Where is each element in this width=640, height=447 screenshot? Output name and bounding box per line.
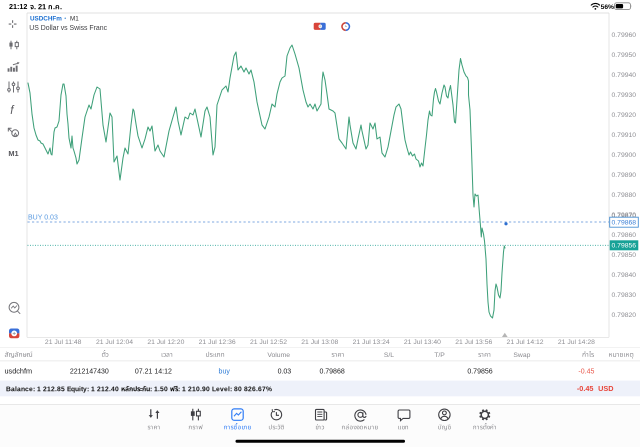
svg-text:0.79850: 0.79850 [612, 252, 637, 259]
svg-text:0.79930: 0.79930 [612, 92, 637, 99]
svg-text:0.03: 0.03 [278, 368, 292, 375]
svg-text:Swap: Swap [513, 352, 530, 359]
svg-text:M1: M1 [8, 149, 18, 158]
svg-text:USDCHFm: USDCHFm [30, 15, 62, 22]
svg-text:0.79960: 0.79960 [612, 32, 637, 39]
svg-text:0.79860: 0.79860 [612, 232, 637, 239]
svg-text:0.79868: 0.79868 [612, 220, 637, 227]
svg-text:BUY 0.03: BUY 0.03 [28, 214, 58, 221]
svg-text:0.79830: 0.79830 [612, 292, 637, 299]
svg-text:0.79890: 0.79890 [612, 172, 637, 179]
svg-text:0.79856: 0.79856 [612, 243, 637, 250]
svg-text:•: • [64, 16, 66, 22]
svg-text:21 Jul 12:04: 21 Jul 12:04 [96, 339, 133, 346]
svg-text:0.79910: 0.79910 [612, 132, 637, 139]
svg-text:buy: buy [219, 368, 231, 375]
svg-text:US Dollar vs Swiss Franc: US Dollar vs Swiss Franc [29, 25, 107, 32]
svg-text:0.79840: 0.79840 [612, 272, 637, 279]
svg-text:0.79940: 0.79940 [612, 72, 637, 79]
svg-text:USD: USD [598, 384, 613, 393]
svg-text:21:12: 21:12 [9, 2, 27, 11]
svg-text:0.79900: 0.79900 [612, 152, 637, 159]
svg-text:usdchfm: usdchfm [5, 366, 33, 375]
svg-text:21 Jul 12:36: 21 Jul 12:36 [199, 339, 236, 346]
svg-text:-0.45: -0.45 [578, 368, 594, 375]
svg-text:0.79920: 0.79920 [612, 112, 637, 119]
svg-text:56%: 56% [601, 4, 614, 11]
svg-text:0.79820: 0.79820 [612, 312, 637, 319]
svg-text:0.79868: 0.79868 [319, 368, 344, 375]
svg-text:0.79880: 0.79880 [612, 192, 637, 199]
svg-text:21 Jul 13:56: 21 Jul 13:56 [455, 339, 492, 346]
svg-text:21 Jul 12:20: 21 Jul 12:20 [147, 339, 184, 346]
svg-text:0.79856: 0.79856 [467, 368, 492, 375]
svg-text:0.79870: 0.79870 [612, 212, 637, 219]
svg-text:0.79950: 0.79950 [612, 52, 637, 59]
svg-text:07.21 14:12: 07.21 14:12 [135, 368, 172, 375]
svg-text:21 Jul 13:40: 21 Jul 13:40 [404, 339, 441, 346]
svg-text:21 Jul 11:48: 21 Jul 11:48 [45, 339, 82, 346]
svg-text:21 Jul 14:28: 21 Jul 14:28 [558, 339, 595, 346]
svg-text:2212147430: 2212147430 [70, 368, 109, 375]
svg-text:-0.45: -0.45 [577, 384, 594, 393]
svg-text:21 Jul 13:24: 21 Jul 13:24 [353, 339, 390, 346]
svg-text:21 Jul 12:52: 21 Jul 12:52 [250, 339, 287, 346]
svg-text:21 Jul 14:12: 21 Jul 14:12 [507, 339, 544, 346]
svg-text:0.79870: 0.79870 [612, 213, 637, 220]
svg-text:M1: M1 [70, 15, 79, 22]
svg-text:21 Jul 13:08: 21 Jul 13:08 [301, 339, 338, 346]
svg-text:S/L: S/L [384, 352, 394, 359]
svg-text:f: f [10, 105, 15, 117]
svg-text:Volume: Volume [267, 352, 290, 359]
svg-text:T/P: T/P [434, 352, 445, 359]
